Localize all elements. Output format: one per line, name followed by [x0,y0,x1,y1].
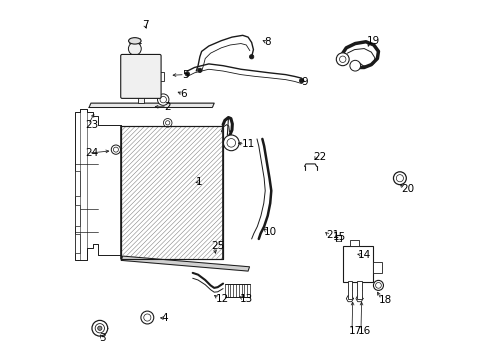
Circle shape [226,139,235,147]
Text: 22: 22 [313,152,326,162]
Text: 19: 19 [366,36,380,46]
Circle shape [393,172,406,185]
Text: 24: 24 [85,148,99,158]
Bar [349,240,358,246]
Circle shape [143,314,151,321]
Text: 7: 7 [142,19,148,30]
Circle shape [395,175,403,182]
Text: 23: 23 [85,120,99,130]
Circle shape [375,283,381,288]
Polygon shape [89,103,214,108]
Bar [158,72,164,81]
Circle shape [141,311,153,324]
Text: 10: 10 [264,227,277,237]
Text: 4: 4 [162,313,168,323]
Text: 14: 14 [357,250,370,260]
Circle shape [113,147,118,152]
FancyBboxPatch shape [121,54,161,98]
Text: 8: 8 [264,37,270,48]
Circle shape [128,42,141,55]
Bar [372,262,381,273]
Bar [138,96,143,103]
Text: 12: 12 [216,294,229,303]
Bar [347,282,352,298]
Circle shape [160,96,166,103]
Text: 15: 15 [332,232,346,242]
Circle shape [249,55,253,59]
Text: 20: 20 [401,184,414,194]
Circle shape [223,135,239,151]
Circle shape [336,53,348,66]
Text: 18: 18 [378,295,391,305]
Circle shape [92,320,107,336]
Circle shape [165,121,169,125]
Polygon shape [121,256,249,271]
Bar [357,282,361,298]
Text: 13: 13 [240,294,253,303]
Circle shape [373,280,383,291]
Circle shape [111,145,121,154]
Text: 2: 2 [164,102,170,112]
Text: 5: 5 [182,69,188,80]
Circle shape [163,118,172,127]
Text: 21: 21 [325,230,339,240]
Bar [121,126,223,258]
Bar [75,205,80,226]
Circle shape [197,68,202,72]
Bar [75,234,80,253]
Text: 11: 11 [242,139,255,149]
Circle shape [95,324,104,333]
Text: 6: 6 [180,89,186,99]
Text: 17: 17 [348,326,362,336]
Text: 1: 1 [196,177,203,187]
Circle shape [157,94,168,105]
Text: 16: 16 [357,326,370,336]
Bar [121,126,223,258]
Circle shape [339,56,345,63]
Text: 25: 25 [211,241,224,251]
Text: 9: 9 [300,77,307,87]
Circle shape [98,326,102,330]
Bar [342,246,372,282]
Text: 3: 3 [99,333,105,343]
Bar [75,171,80,196]
Circle shape [299,78,303,83]
Circle shape [185,72,189,76]
Ellipse shape [128,38,141,44]
Circle shape [349,60,360,71]
